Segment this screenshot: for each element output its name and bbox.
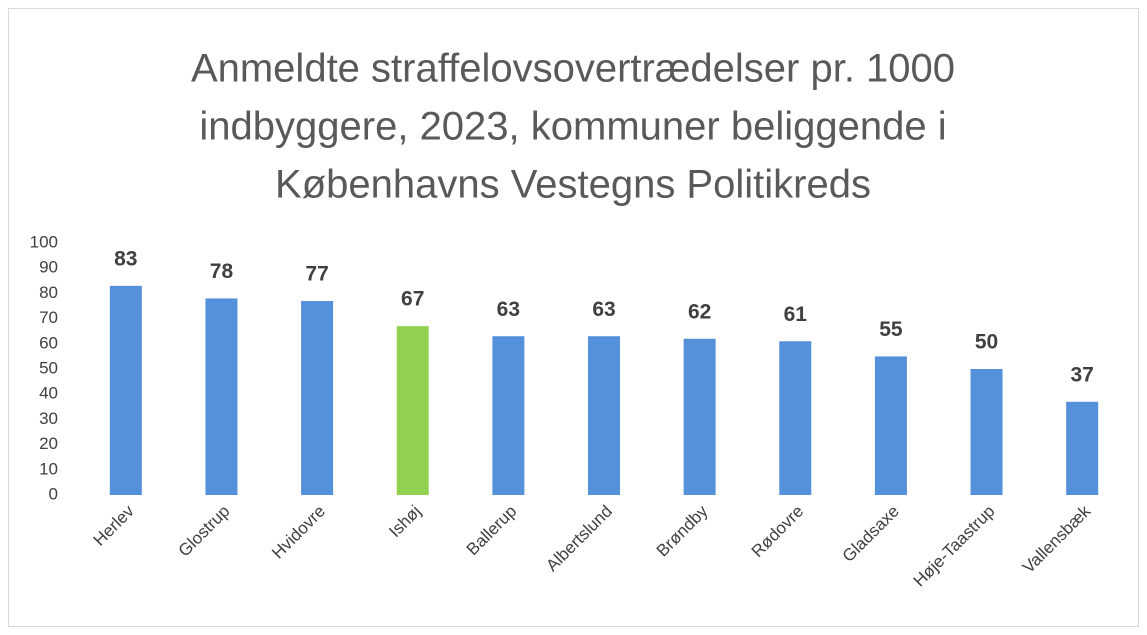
y-tick-label: 20: [39, 434, 58, 453]
bar: [970, 369, 1003, 495]
bar: [1066, 401, 1099, 495]
bar: [588, 336, 620, 495]
data-label: 78: [210, 260, 234, 283]
y-tick-label: 50: [39, 358, 58, 377]
bar: [109, 285, 142, 495]
data-label: 55: [879, 318, 903, 341]
y-tick-label: 60: [39, 333, 58, 352]
data-label: 77: [305, 263, 328, 286]
data-label: 63: [497, 298, 520, 321]
y-tick-label: 10: [39, 459, 58, 478]
bar: [874, 356, 907, 495]
chart-title: Københavns Vestegns Politikreds: [275, 163, 871, 207]
data-label: 83: [114, 247, 137, 270]
data-label: 62: [688, 300, 711, 323]
bar: [683, 338, 716, 495]
data-label: 61: [784, 303, 808, 326]
bar: [396, 326, 429, 495]
data-label: 50: [975, 331, 998, 354]
chart-frame: [8, 8, 1139, 627]
bar: [301, 300, 334, 495]
data-label: 63: [592, 298, 615, 321]
bar: [205, 298, 238, 495]
y-tick-label: 100: [30, 232, 58, 251]
y-tick-label: 30: [39, 409, 58, 428]
y-tick-label: 0: [49, 484, 58, 503]
y-tick-label: 90: [39, 258, 58, 277]
chart-title: Anmeldte straffelovsovertrædelser pr. 10…: [191, 47, 955, 91]
data-label: 37: [1071, 363, 1094, 386]
y-tick-label: 40: [39, 384, 58, 403]
bar: [779, 341, 812, 495]
chart-title: indbyggere, 2023, kommuner beliggende i: [199, 105, 946, 149]
y-tick-label: 80: [39, 283, 58, 302]
y-tick-label: 70: [39, 308, 58, 327]
data-label: 67: [401, 288, 424, 311]
bar: [492, 336, 525, 495]
